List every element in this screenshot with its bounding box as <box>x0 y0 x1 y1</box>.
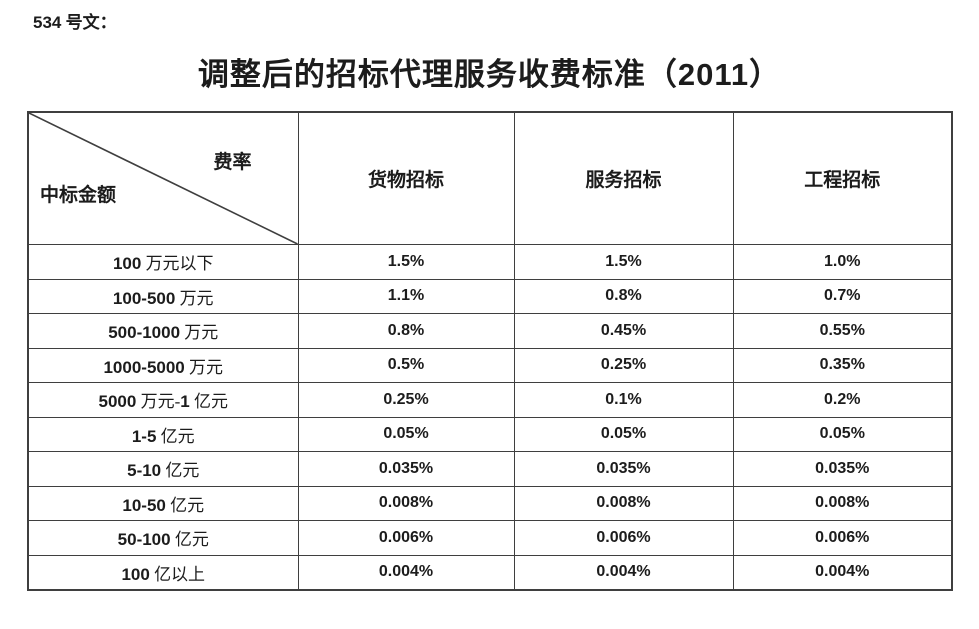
bid-amount-range-cell: 1-5 亿元 <box>27 416 299 452</box>
fee-rate-cell: 0.006% <box>732 520 953 556</box>
table-header-row: 费率 中标金额 货物招标 服务招标 工程招标 <box>27 111 953 245</box>
fee-rate-cell: 0.004% <box>297 554 515 591</box>
fee-standard-table: 费率 中标金额 货物招标 服务招标 工程招标 100 万元以下 1.5% 1.5% 1… <box>27 111 953 591</box>
fee-rate-cell: 0.05% <box>297 416 515 452</box>
fee-rate-cell: 0.035% <box>513 451 734 487</box>
col-header-services: 服务招标 <box>513 111 734 245</box>
fee-rate-cell: 0.8% <box>513 278 734 314</box>
table-row: 100 万元以下 1.5% 1.5% 1.0% <box>27 244 953 280</box>
bid-amount-range-cell: 100 亿以上 <box>27 554 299 591</box>
col-header-goods: 货物招标 <box>297 111 515 245</box>
fee-rate-cell: 0.25% <box>513 347 734 383</box>
fee-rate-cell: 0.05% <box>513 416 734 452</box>
table-row: 50-100 亿元 0.006% 0.006% 0.006% <box>27 520 953 556</box>
fee-rate-cell: 0.2% <box>732 382 953 418</box>
fee-rate-cell: 0.7% <box>732 278 953 314</box>
fee-rate-cell: 0.05% <box>732 416 953 452</box>
col-header-engineering: 工程招标 <box>732 111 953 245</box>
diagonal-divider-line <box>29 113 298 244</box>
table-row: 5000 万元-1 亿元 0.25% 0.1% 0.2% <box>27 382 953 418</box>
bid-amount-range-cell: 500-1000 万元 <box>27 313 299 349</box>
fee-rate-cell: 0.006% <box>297 520 515 556</box>
fee-rate-cell: 0.008% <box>732 485 953 521</box>
table-row: 1-5 亿元 0.05% 0.05% 0.05% <box>27 416 953 452</box>
fee-rate-cell: 0.35% <box>732 347 953 383</box>
fee-rate-cell: 0.25% <box>297 382 515 418</box>
doc-number-label: 534 号文： <box>33 13 117 32</box>
table-row: 100 亿以上 0.004% 0.004% 0.004% <box>27 554 953 591</box>
bid-amount-range-cell: 5000 万元-1 亿元 <box>27 382 299 418</box>
bid-amount-range-cell: 10-50 亿元 <box>27 485 299 521</box>
fee-rate-cell: 0.55% <box>732 313 953 349</box>
table-row: 1000-5000 万元 0.5% 0.25% 0.35% <box>27 347 953 383</box>
bid-amount-range-cell: 100 万元以下 <box>27 244 299 280</box>
fee-rate-cell: 0.004% <box>732 554 953 591</box>
fee-rate-cell: 0.008% <box>297 485 515 521</box>
table-header: 费率 中标金额 货物招标 服务招标 工程招标 <box>27 111 953 245</box>
fee-rate-cell: 1.5% <box>513 244 734 280</box>
table-body: 100 万元以下 1.5% 1.5% 1.0% 100-500 万元 1.1% 0.8% 0.… <box>27 244 953 591</box>
fee-rate-cell: 0.008% <box>513 485 734 521</box>
page-title: 调整后的招标代理服务收费标准（2011） <box>197 57 782 92</box>
bid-amount-range-cell: 5-10 亿元 <box>27 451 299 487</box>
table-row: 500-1000 万元 0.8% 0.45% 0.55% <box>27 313 953 349</box>
fee-rate-cell: 0.45% <box>513 313 734 349</box>
fee-rate-cell: 0.035% <box>732 451 953 487</box>
table-row: 10-50 亿元 0.008% 0.008% 0.008% <box>27 485 953 521</box>
table-row: 5-10 亿元 0.035% 0.035% 0.035% <box>27 451 953 487</box>
corner-header-cell: 费率 中标金额 <box>27 111 299 245</box>
fee-rate-cell: 0.5% <box>297 347 515 383</box>
table-row: 100-500 万元 1.1% 0.8% 0.7% <box>27 278 953 314</box>
fee-rate-cell: 1.5% <box>297 244 515 280</box>
fee-rate-cell: 0.004% <box>513 554 734 591</box>
bid-amount-range-cell: 50-100 亿元 <box>27 520 299 556</box>
bid-amount-range-cell: 100-500 万元 <box>27 278 299 314</box>
fee-rate-cell: 0.8% <box>297 313 515 349</box>
fee-rate-cell: 0.035% <box>297 451 515 487</box>
fee-rate-cell: 1.0% <box>732 244 953 280</box>
corner-label-bid-amount: 中标金额 <box>40 185 117 206</box>
bid-amount-range-cell: 1000-5000 万元 <box>27 347 299 383</box>
fee-rate-cell: 0.006% <box>513 520 734 556</box>
fee-rate-cell: 1.1% <box>297 278 515 314</box>
fee-rate-cell: 0.1% <box>513 382 734 418</box>
corner-label-rate: 费率 <box>213 152 252 173</box>
